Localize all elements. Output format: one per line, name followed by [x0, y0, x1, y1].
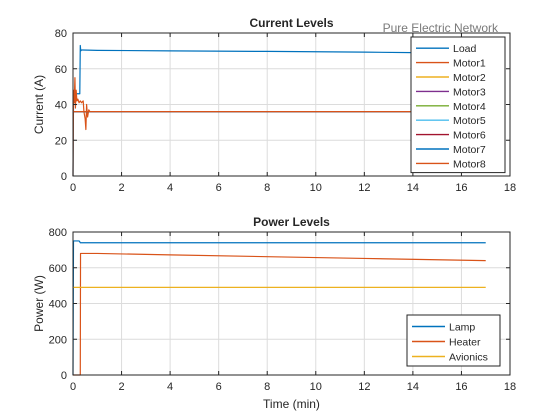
legend-entry-label: Motor5	[453, 115, 486, 127]
legend-entry-label: Load	[453, 43, 477, 55]
legend-box	[406, 314, 501, 367]
x-tick-label: 14	[407, 182, 419, 194]
y-tick-label: 600	[49, 263, 67, 275]
legend-entry-label: Motor1	[453, 58, 486, 70]
legend-entry-label: Motor7	[453, 144, 486, 156]
legend-box	[410, 36, 506, 174]
x-tick-label: 10	[310, 182, 322, 194]
network-annotation: Pure Electric Network	[383, 21, 499, 35]
legend-entry-label: Motor3	[453, 86, 486, 98]
legend-entry-label: Motor2	[453, 72, 486, 84]
x-tick-label: 0	[70, 182, 76, 194]
chart-title: Current Levels	[249, 16, 333, 30]
legend-entry-label: Heater	[449, 337, 481, 349]
power-levels-chart: 0 2 4 6 8 10 12 14 16 18 0 200 400 600 800 Power Levels…	[32, 215, 516, 411]
legend-entry-label: Motor6	[453, 130, 486, 142]
y-tick-label: 800	[49, 227, 67, 239]
x-tick-label: 4	[167, 381, 173, 393]
y-tick-label: 40	[55, 100, 67, 112]
y-tick-label: 60	[55, 64, 67, 76]
legend-entry-label: Motor4	[453, 101, 486, 113]
x-tick-label: 8	[264, 381, 270, 393]
x-tick-label: 12	[358, 182, 370, 194]
chart-title: Power Levels	[253, 215, 330, 229]
series-line-heater	[73, 252, 486, 376]
x-axis-label: Time (min)	[263, 397, 320, 411]
legend: Lamp Heater Avionics	[406, 314, 501, 367]
x-tick-label: 16	[455, 182, 467, 194]
x-tick-label: 8	[264, 182, 270, 194]
x-tick-label: 2	[118, 381, 124, 393]
y-tick-label: 0	[61, 171, 67, 183]
y-axis-label: Current (A)	[32, 75, 46, 134]
y-tick-label: 400	[49, 299, 67, 311]
y-tick-label: 80	[55, 28, 67, 40]
x-tick-label: 6	[216, 381, 222, 393]
y-tick-label: 20	[55, 135, 67, 147]
legend: Load Motor1 Motor2 Motor3 Motor4 Motor5 Motor6…	[410, 36, 506, 174]
x-tick-label: 14	[407, 381, 419, 393]
x-tick-label: 18	[504, 381, 516, 393]
x-tick-label: 6	[216, 182, 222, 194]
current-levels-chart: 0 2 4 6 8 10 12 14 16 18 0 20 40 60 80 Current Levels Cu…	[32, 16, 516, 194]
x-tick-label: 10	[310, 381, 322, 393]
y-axis-label: Power (W)	[32, 275, 46, 332]
y-tick-label: 0	[61, 370, 67, 382]
legend-entry-label: Avionics	[449, 352, 488, 364]
x-tick-label: 0	[70, 381, 76, 393]
x-tick-label: 16	[455, 381, 467, 393]
legend-entry-label: Motor8	[453, 158, 486, 170]
x-tick-label: 12	[358, 381, 370, 393]
legend-entry-label: Lamp	[449, 322, 475, 334]
x-tick-label: 4	[167, 182, 173, 194]
x-tick-label: 2	[118, 182, 124, 194]
y-tick-label: 200	[49, 334, 67, 346]
x-tick-label: 18	[504, 182, 516, 194]
